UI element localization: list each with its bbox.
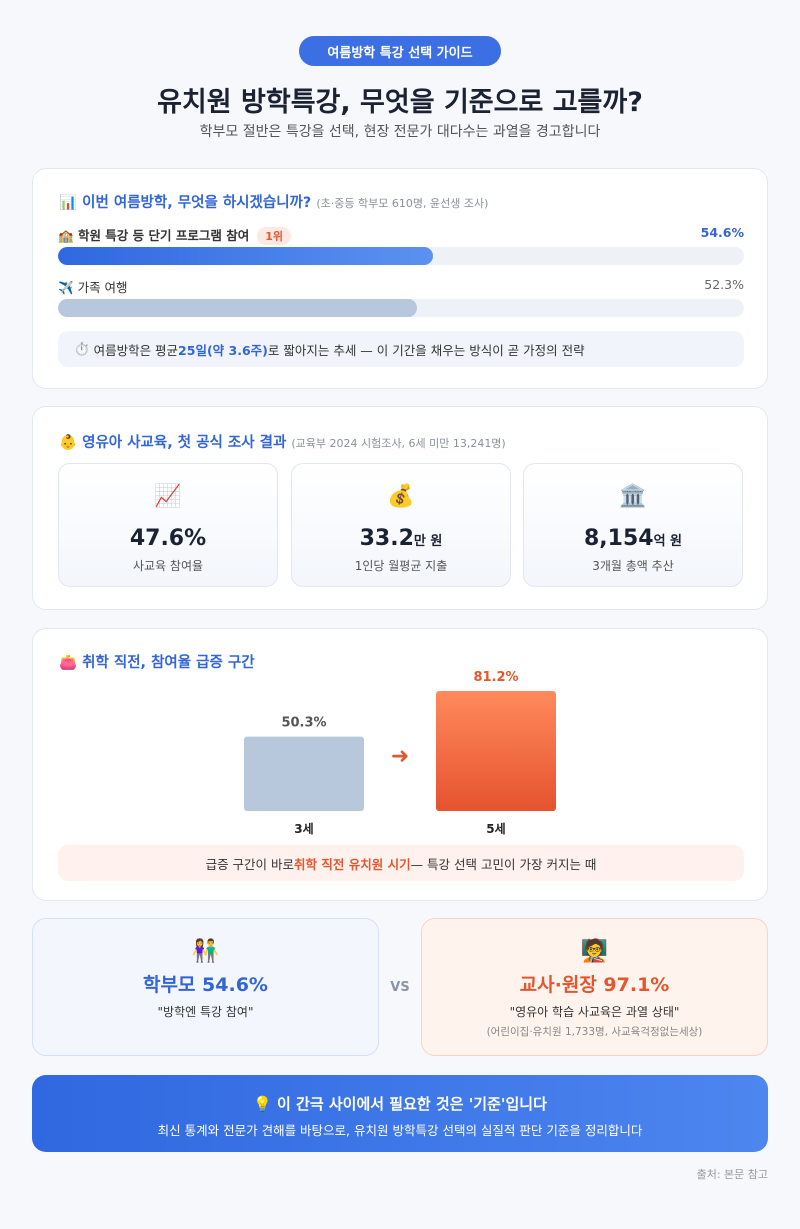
banner-text: 최신 통계와 전문가 견해를 바탕으로, 유치원 방학특강 선택의 실질적 판단… <box>157 1123 643 1138</box>
stat-card: 🏛️ 8,154억 원 3개월 총액 추산 <box>523 463 743 587</box>
label: 학원 특강 등 단기 프로그램 참여 <box>77 228 250 243</box>
title: 이번 여름방학, 무엇을 하시겠습니까? <box>82 195 312 211</box>
text: 여름방학은 평균 <box>93 342 179 358</box>
badge: 여름방학 특강 선택 가이드 <box>299 36 501 66</box>
stats-card: 👶 영유아 사교육, 첫 공식 조사 결과 (교육부 2024 시험조사, 6세… <box>32 406 768 610</box>
bar <box>244 736 364 811</box>
icon: 👶 <box>59 435 78 451</box>
banner: 💡 이 간극 사이에서 필요한 것은 '기준'입니다 최신 통계와 전문가 견해… <box>32 1075 768 1152</box>
icon: 🏛️ <box>619 484 647 509</box>
icon: 👫 <box>191 939 220 964</box>
title: 취학 직전, 참여율 급증 구간 <box>82 655 255 671</box>
value-label: 52.3% <box>704 277 744 292</box>
source: (어린이집·유치원 1,733명, 사교육걱정없는세상) <box>486 1026 703 1038</box>
icon: 📊 <box>59 195 78 211</box>
icon: 📈 <box>154 484 182 509</box>
title: 이 간극 사이에서 필요한 것은 '기준'입니다 <box>277 1095 547 1113</box>
survey-row: ✈️ 가족 여행 52.3% <box>58 277 744 296</box>
stat-card: 📈 47.6% 사교육 참여율 <box>58 463 278 587</box>
value-label: 50.3% <box>281 716 326 731</box>
icon: 🏫 <box>58 228 74 243</box>
category-label: 3세 <box>294 821 313 836</box>
teachers-card: 🧑‍🏫 교사·원장 97.1% "영유아 학습 사교육은 과열 상태" (어린이… <box>421 918 768 1056</box>
icon: ⏱️ <box>74 341 90 356</box>
quote: "방학엔 특강 참여" <box>157 1005 254 1019</box>
value: 47.6% <box>129 526 207 551</box>
stat-label: 사교육 참여율 <box>132 559 204 573</box>
banner-title: 💡 이 간극 사이에서 필요한 것은 '기준'입니다 <box>32 1093 768 1114</box>
note: ⏱️ 여름방학은 평균 25일(약 3.6주) 로 짧아지는 추세 — 이 기간을… <box>58 331 744 367</box>
title: 영유아 사교육, 첫 공식 조사 결과 <box>82 435 287 451</box>
highlight: 25일(약 3.6주) <box>178 342 268 358</box>
bar <box>58 247 433 265</box>
unit: 만 원 <box>413 534 443 549</box>
text: — 특강 선택 고민이 가장 커지는 때 <box>410 856 597 872</box>
stat-label: 1인당 월평균 지출 <box>354 559 448 573</box>
highlight: 취학 직전 유치원 시기 <box>294 856 411 872</box>
stat-label: 3개월 총액 추산 <box>592 559 674 573</box>
card-title: 👶 영유아 사교육, 첫 공식 조사 결과 (교육부 2024 시험조사, 6세… <box>59 431 506 452</box>
source: (교육부 2024 시험조사, 6세 미만 13,241명) <box>291 437 506 450</box>
icon: 👛 <box>59 655 78 671</box>
source: (초·중등 학부모 610명, 윤선생 조사) <box>316 197 489 210</box>
arrow: ➜ <box>391 744 409 769</box>
headline: 교사·원장 97.1% <box>519 974 670 996</box>
footer: 출처: 본문 참고 <box>696 1168 768 1181</box>
page-title: 유치원 방학특강, 무엇을 기준으로 고를까? <box>157 87 643 118</box>
category-label: 5세 <box>486 821 505 836</box>
card-title: 👛 취학 직전, 참여율 급증 구간 <box>59 651 255 672</box>
bar <box>58 299 417 317</box>
text: 로 짧아지는 추세 — 이 기간을 채우는 방식이 곧 가정의 전략 <box>267 342 585 358</box>
stat-value: 47.6% <box>59 526 277 551</box>
value-label: 81.2% <box>473 670 518 685</box>
value: 33.2 <box>359 526 414 551</box>
subtitle: 학부모 절반은 특강을 선택, 현장 전문가 대다수는 과열을 경고합니다 <box>199 124 601 140</box>
headline: 학부모 54.6% <box>143 974 268 996</box>
growth-card: 👛 취학 직전, 참여율 급증 구간 ➜ 50.3% 3세 81.2% 5세 급증 구… <box>32 628 768 901</box>
stat-value: 33.2만 원 <box>292 526 510 551</box>
bar-track <box>58 247 744 265</box>
vs: VS <box>390 980 410 995</box>
icon: 💡 <box>253 1095 272 1113</box>
bar-chart: ➜ 50.3% 3세 81.2% 5세 <box>244 670 556 836</box>
icon: ✈️ <box>58 280 74 295</box>
parents-card: 👫 학부모 54.6% "방학엔 특강 참여" <box>32 918 379 1056</box>
card-title: 📊 이번 여름방학, 무엇을 하시겠습니까? (초·중등 학부모 610명, 윤… <box>59 191 488 212</box>
unit: 억 원 <box>653 534 683 549</box>
stat-value: 8,154억 원 <box>524 526 742 551</box>
value: 8,154 <box>583 526 654 551</box>
bar <box>436 691 556 811</box>
value-label: 54.6% <box>700 225 744 240</box>
survey-card: 📊 이번 여름방학, 무엇을 하시겠습니까? (초·중등 학부모 610명, 윤… <box>32 168 768 389</box>
bar-track <box>58 299 744 317</box>
note: 급증 구간이 바로 취학 직전 유치원 시기 — 특강 선택 고민이 가장 커지… <box>58 845 744 881</box>
stat-card: 💰 33.2만 원 1인당 월평균 지출 <box>291 463 511 587</box>
survey-row: 🏫 학원 특강 등 단기 프로그램 참여 1위 54.6% <box>58 225 744 245</box>
icon: 💰 <box>387 484 415 509</box>
icon: 🧑‍🏫 <box>580 939 609 964</box>
label: 가족 여행 <box>77 280 128 295</box>
text: 급증 구간이 바로 <box>205 856 295 872</box>
rank-badge: 1위 <box>257 227 291 245</box>
quote: "영유아 학습 사교육은 과열 상태" <box>509 1005 680 1019</box>
